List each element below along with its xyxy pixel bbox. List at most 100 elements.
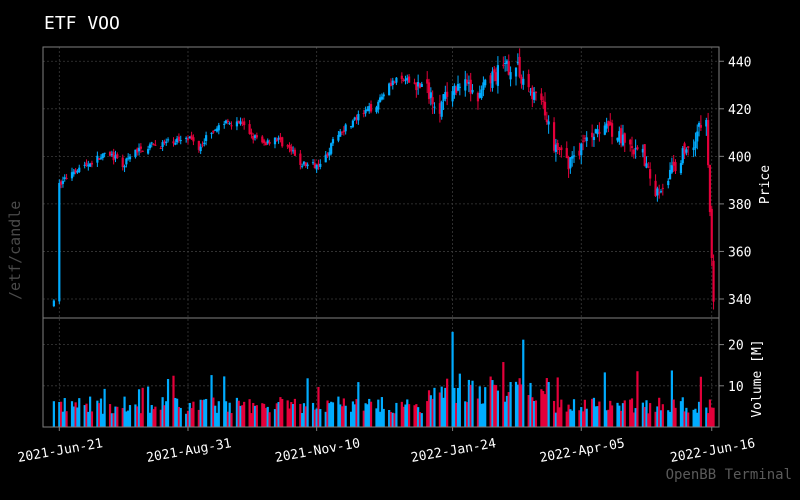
- candle-body: [426, 79, 429, 84]
- volume-bar: [685, 407, 688, 427]
- frame-layer: [42, 46, 724, 431]
- volume-bar: [418, 412, 422, 427]
- volume-bar: [476, 398, 480, 427]
- volume-bar: [527, 395, 530, 427]
- volume-bar: [609, 400, 612, 427]
- volume-bar: [192, 401, 195, 427]
- volume-bar: [667, 410, 670, 427]
- candle-body: [339, 131, 342, 137]
- candle-body: [264, 142, 268, 146]
- candle-body: [395, 77, 398, 83]
- candle-body: [407, 76, 411, 83]
- candle-body: [458, 86, 461, 88]
- candle-body: [605, 123, 608, 129]
- volume-bar: [205, 398, 208, 427]
- volume-bar: [179, 407, 182, 427]
- volume-bar: [174, 397, 177, 427]
- chart-title: ETF VOO: [44, 13, 120, 34]
- volume-bar: [112, 413, 115, 427]
- volume-bar: [98, 403, 101, 427]
- volume-bar: [482, 403, 485, 427]
- candle-body: [455, 87, 458, 93]
- date-tick-label: 2021-Aug-31: [145, 436, 232, 466]
- volume-bar: [253, 405, 257, 427]
- candle-body: [534, 92, 538, 94]
- volume-bar: [417, 407, 420, 427]
- volume-bar: [605, 410, 608, 427]
- candle-body: [545, 119, 548, 123]
- volume-bar: [378, 411, 382, 427]
- volume-bar: [647, 413, 650, 427]
- volume-bar: [656, 406, 659, 427]
- candle-body: [444, 91, 447, 99]
- grid-layer: [43, 47, 719, 427]
- candle-body: [266, 140, 269, 144]
- candle-body: [433, 106, 436, 108]
- candle-body: [464, 79, 467, 91]
- volume-bar: [243, 401, 246, 427]
- volume-bar: [426, 401, 429, 427]
- candle-body: [99, 157, 103, 159]
- volume-bar: [696, 412, 699, 427]
- candle-body: [431, 97, 434, 105]
- candle-body: [558, 148, 561, 150]
- volume-bar: [641, 402, 644, 427]
- candle-body: [712, 260, 715, 302]
- volume-bar: [382, 408, 385, 427]
- price-tick-label: 440: [728, 55, 751, 70]
- candle-body: [165, 141, 168, 143]
- volume-bar: [166, 378, 170, 427]
- candle-body: [65, 177, 68, 179]
- candle-body: [603, 125, 606, 135]
- volume-bar: [139, 413, 142, 427]
- candle-body: [217, 125, 220, 131]
- candle-body: [159, 147, 162, 149]
- volume-bar: [185, 413, 188, 427]
- candle-body: [456, 83, 460, 91]
- volume-bar: [493, 384, 496, 427]
- volume-bar: [580, 407, 583, 427]
- volume-bar: [643, 407, 646, 427]
- candle-body: [592, 136, 596, 141]
- candle-body: [290, 146, 293, 152]
- candle-body: [389, 82, 393, 86]
- volume-bar: [440, 386, 443, 427]
- volume-bar: [668, 411, 672, 427]
- candle-body: [647, 166, 650, 168]
- volume-bar: [494, 385, 498, 427]
- volume-bar: [141, 387, 144, 427]
- candle-body: [250, 132, 253, 135]
- volume-bar: [121, 408, 124, 427]
- candle-body: [620, 128, 623, 144]
- candle-body: [197, 140, 200, 150]
- volume-bar: [456, 388, 460, 427]
- candle-body: [134, 149, 137, 158]
- volume-bar: [509, 382, 512, 427]
- volume-bar: [344, 405, 347, 427]
- price-axis-label: Price: [758, 165, 773, 204]
- volume-bar: [230, 413, 233, 427]
- candle-body: [591, 132, 594, 138]
- candle-body: [380, 96, 384, 100]
- candle-body: [565, 148, 568, 159]
- volume-bar: [429, 395, 432, 427]
- volume-bar: [279, 397, 282, 427]
- candle-body: [241, 122, 244, 124]
- volume-bar: [72, 406, 75, 427]
- candle-body: [277, 137, 280, 140]
- candle-body: [230, 125, 233, 127]
- volume-bar: [163, 405, 166, 427]
- candle-body: [72, 171, 75, 175]
- volume-bar: [516, 384, 519, 427]
- candle-body: [199, 146, 202, 152]
- candle-body: [656, 188, 659, 196]
- volume-bar: [415, 404, 418, 427]
- candle-body: [484, 79, 487, 86]
- candle-body: [261, 136, 264, 143]
- volume-bar: [275, 403, 278, 427]
- candle-body: [667, 180, 670, 186]
- volume-bar: [70, 401, 74, 427]
- candle-body: [139, 146, 142, 149]
- volume-bar: [217, 401, 220, 427]
